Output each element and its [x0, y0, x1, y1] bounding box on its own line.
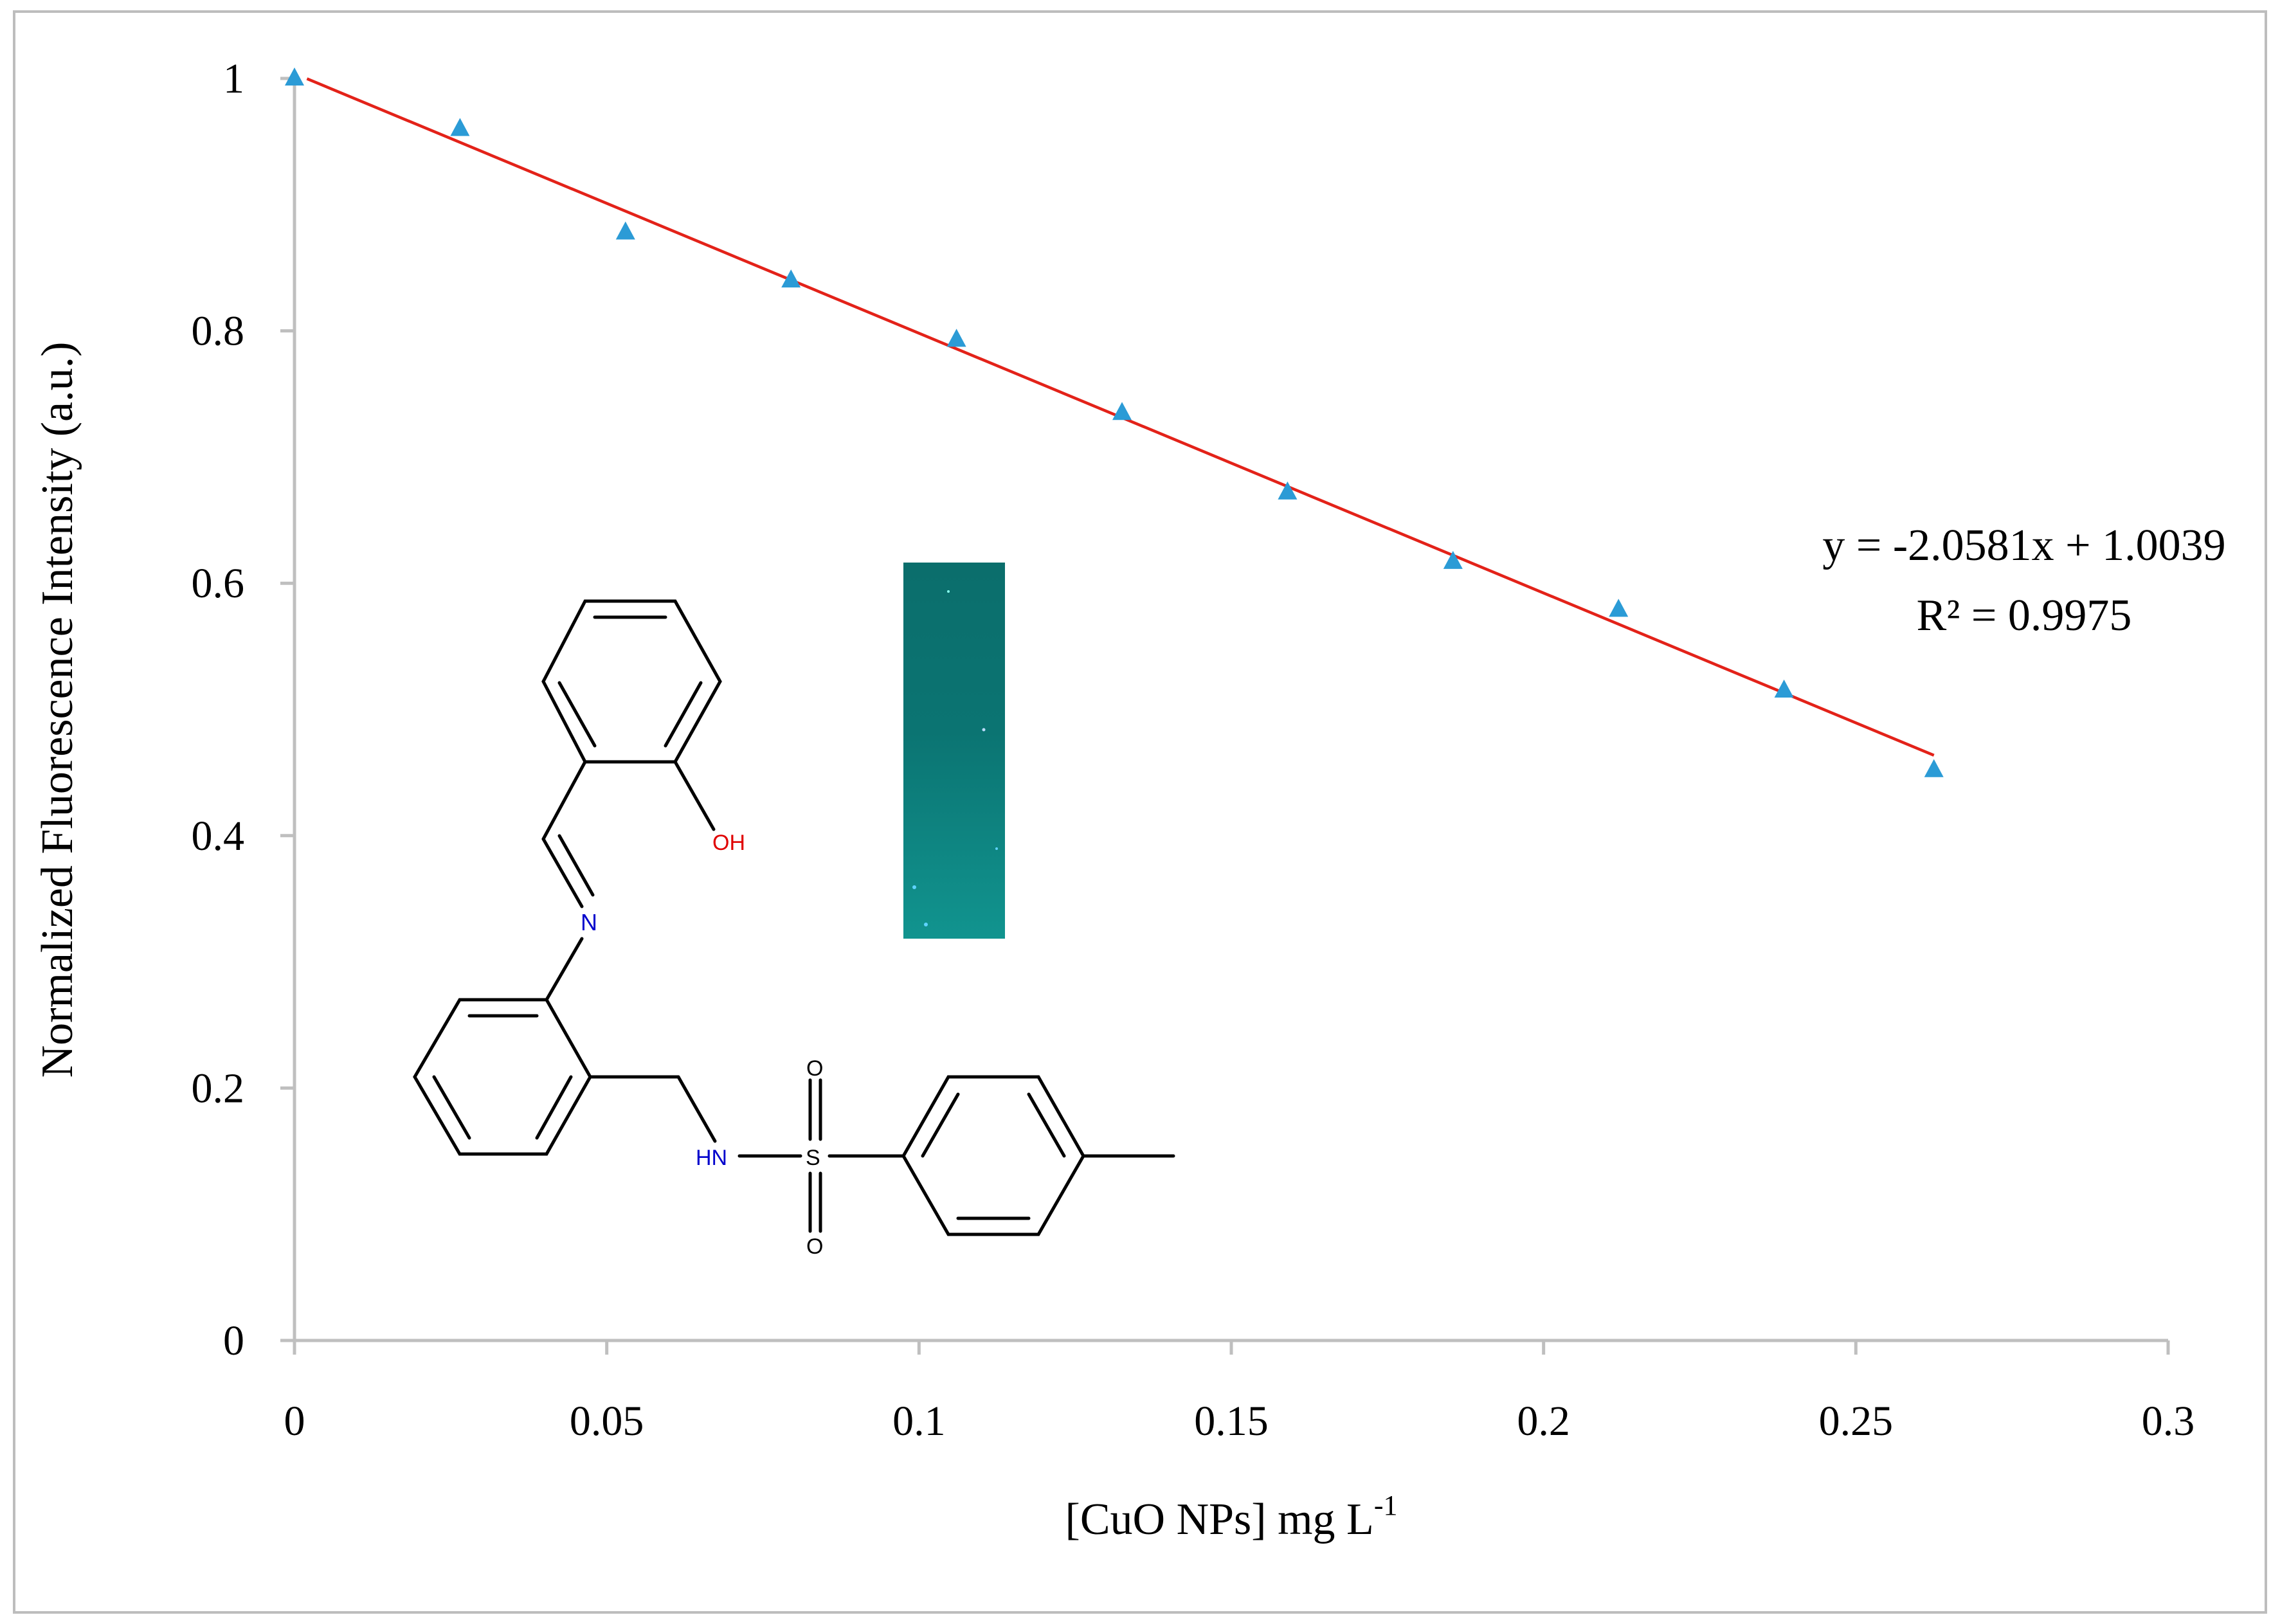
y-tick-label-0: 0 [223, 1317, 244, 1364]
x-tick-label-3: 0.15 [1194, 1398, 1269, 1445]
atom-n-imine: N [581, 909, 597, 935]
test-strip-photo [903, 563, 1005, 939]
figure-border [13, 10, 2267, 1614]
data-point [1112, 402, 1132, 420]
y-tick-label-2: 0.4 [192, 813, 245, 860]
data-point [450, 118, 470, 136]
x-tick-label-0: 0 [284, 1398, 305, 1445]
data-point [946, 329, 966, 347]
x-tick-label-4: 0.2 [1517, 1398, 1570, 1445]
trendline-r2: R² = 0.9975 [1917, 591, 2132, 640]
trendline-equation: y = -2.0581x + 1.0039 [1822, 521, 2225, 570]
x-tick-label-1: 0.05 [570, 1398, 644, 1445]
y-tick-label-4: 0.8 [192, 308, 245, 355]
data-point [285, 68, 304, 86]
data-point [781, 269, 801, 288]
x-tick-label-6: 0.3 [2142, 1398, 2195, 1445]
x-tick-label-5: 0.25 [1819, 1398, 1894, 1445]
x-tick-labels: 0 0.05 0.1 0.15 0.2 0.25 0.3 [284, 1398, 2195, 1445]
x-tick-label-2: 0.1 [892, 1398, 946, 1445]
chemical-atom-labels: OH N HN S O O [581, 831, 823, 1259]
atom-o-top: O [806, 1056, 823, 1081]
x-axis-title: [CuO NPs] mg L-1 [1065, 1490, 1398, 1544]
atom-hn: HN [696, 1146, 727, 1170]
y-tick-label-1: 0.2 [192, 1065, 245, 1112]
data-point [1609, 599, 1629, 617]
y-tick-marks [280, 77, 294, 1342]
y-tick-labels: 0 0.2 0.4 0.6 0.8 1 [192, 55, 245, 1364]
chemical-structure [413, 599, 1175, 1236]
data-markers [285, 68, 1944, 777]
x-tick-marks [293, 1340, 2170, 1355]
atom-s: S [806, 1146, 820, 1170]
data-point [1278, 481, 1298, 500]
y-tick-label-3: 0.6 [192, 560, 245, 607]
y-axis-title: Normalized Fluorescence Intensity (a.u.) [33, 342, 82, 1078]
atom-o-bottom: O [806, 1234, 823, 1259]
data-point [1443, 550, 1463, 569]
data-point [1924, 759, 1944, 777]
data-point [1774, 680, 1794, 698]
y-tick-label-5: 1 [223, 55, 244, 102]
atom-oh: OH [712, 831, 745, 855]
data-point [615, 221, 635, 240]
axes [280, 78, 2168, 1342]
